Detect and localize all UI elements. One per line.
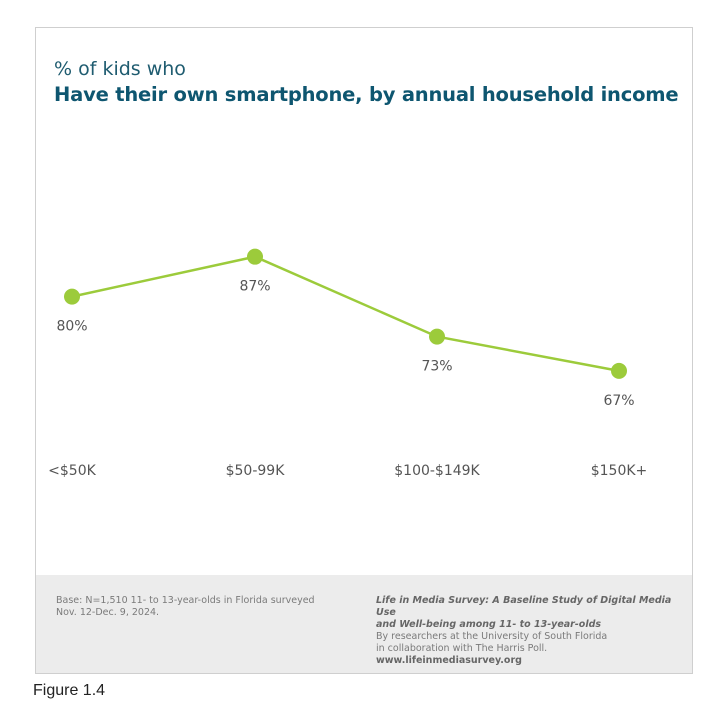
survey-title-line-1: Life in Media Survey: A Baseline Study o… [376, 595, 672, 618]
chart-frame: % of kids who Have their own smartphone,… [35, 27, 693, 674]
chart-subtitle: % of kids who [54, 58, 186, 80]
x-tick-label: $50-99K [226, 463, 286, 479]
data-point [247, 248, 263, 265]
x-tick-label: $100-$149K [394, 463, 480, 479]
data-label: 67% [603, 393, 634, 409]
survey-title-line-2: and Well-being among 11- to 13-year-olds [376, 619, 602, 630]
base-note-line-1: Base: N=1,510 11- to 13-year-olds in Flo… [56, 595, 315, 606]
data-point [611, 362, 627, 379]
data-label: 80% [56, 319, 87, 335]
x-tick-label: $150K+ [591, 463, 648, 479]
base-note: Base: N=1,510 11- to 13-year-olds in Flo… [56, 595, 346, 619]
chart-title: Have their own smartphone, by annual hou… [54, 83, 679, 106]
base-note-line-2: Nov. 12-Dec. 9, 2024. [56, 607, 160, 618]
survey-url: www.lifeinmediasurvey.org [376, 655, 522, 666]
data-label: 87% [239, 279, 270, 295]
series-line [71, 255, 620, 373]
data-point [64, 288, 80, 305]
x-tick-label: <$50K [48, 463, 96, 479]
source-credits: Life in Media Survey: A Baseline Study o… [376, 595, 686, 667]
data-point [429, 328, 445, 345]
credit-line-2: in collaboration with The Harris Poll. [376, 643, 548, 654]
line-chart: 80% 87% 73% 67% <$50K $50-99K $100-$149K $150K+ [48, 248, 648, 479]
data-label: 73% [421, 359, 452, 375]
figure-caption: Figure 1.4 [33, 682, 106, 699]
credit-line-1: By researchers at the University of Sout… [376, 631, 608, 642]
chart-footer: Base: N=1,510 11- to 13-year-olds in Flo… [36, 575, 692, 673]
